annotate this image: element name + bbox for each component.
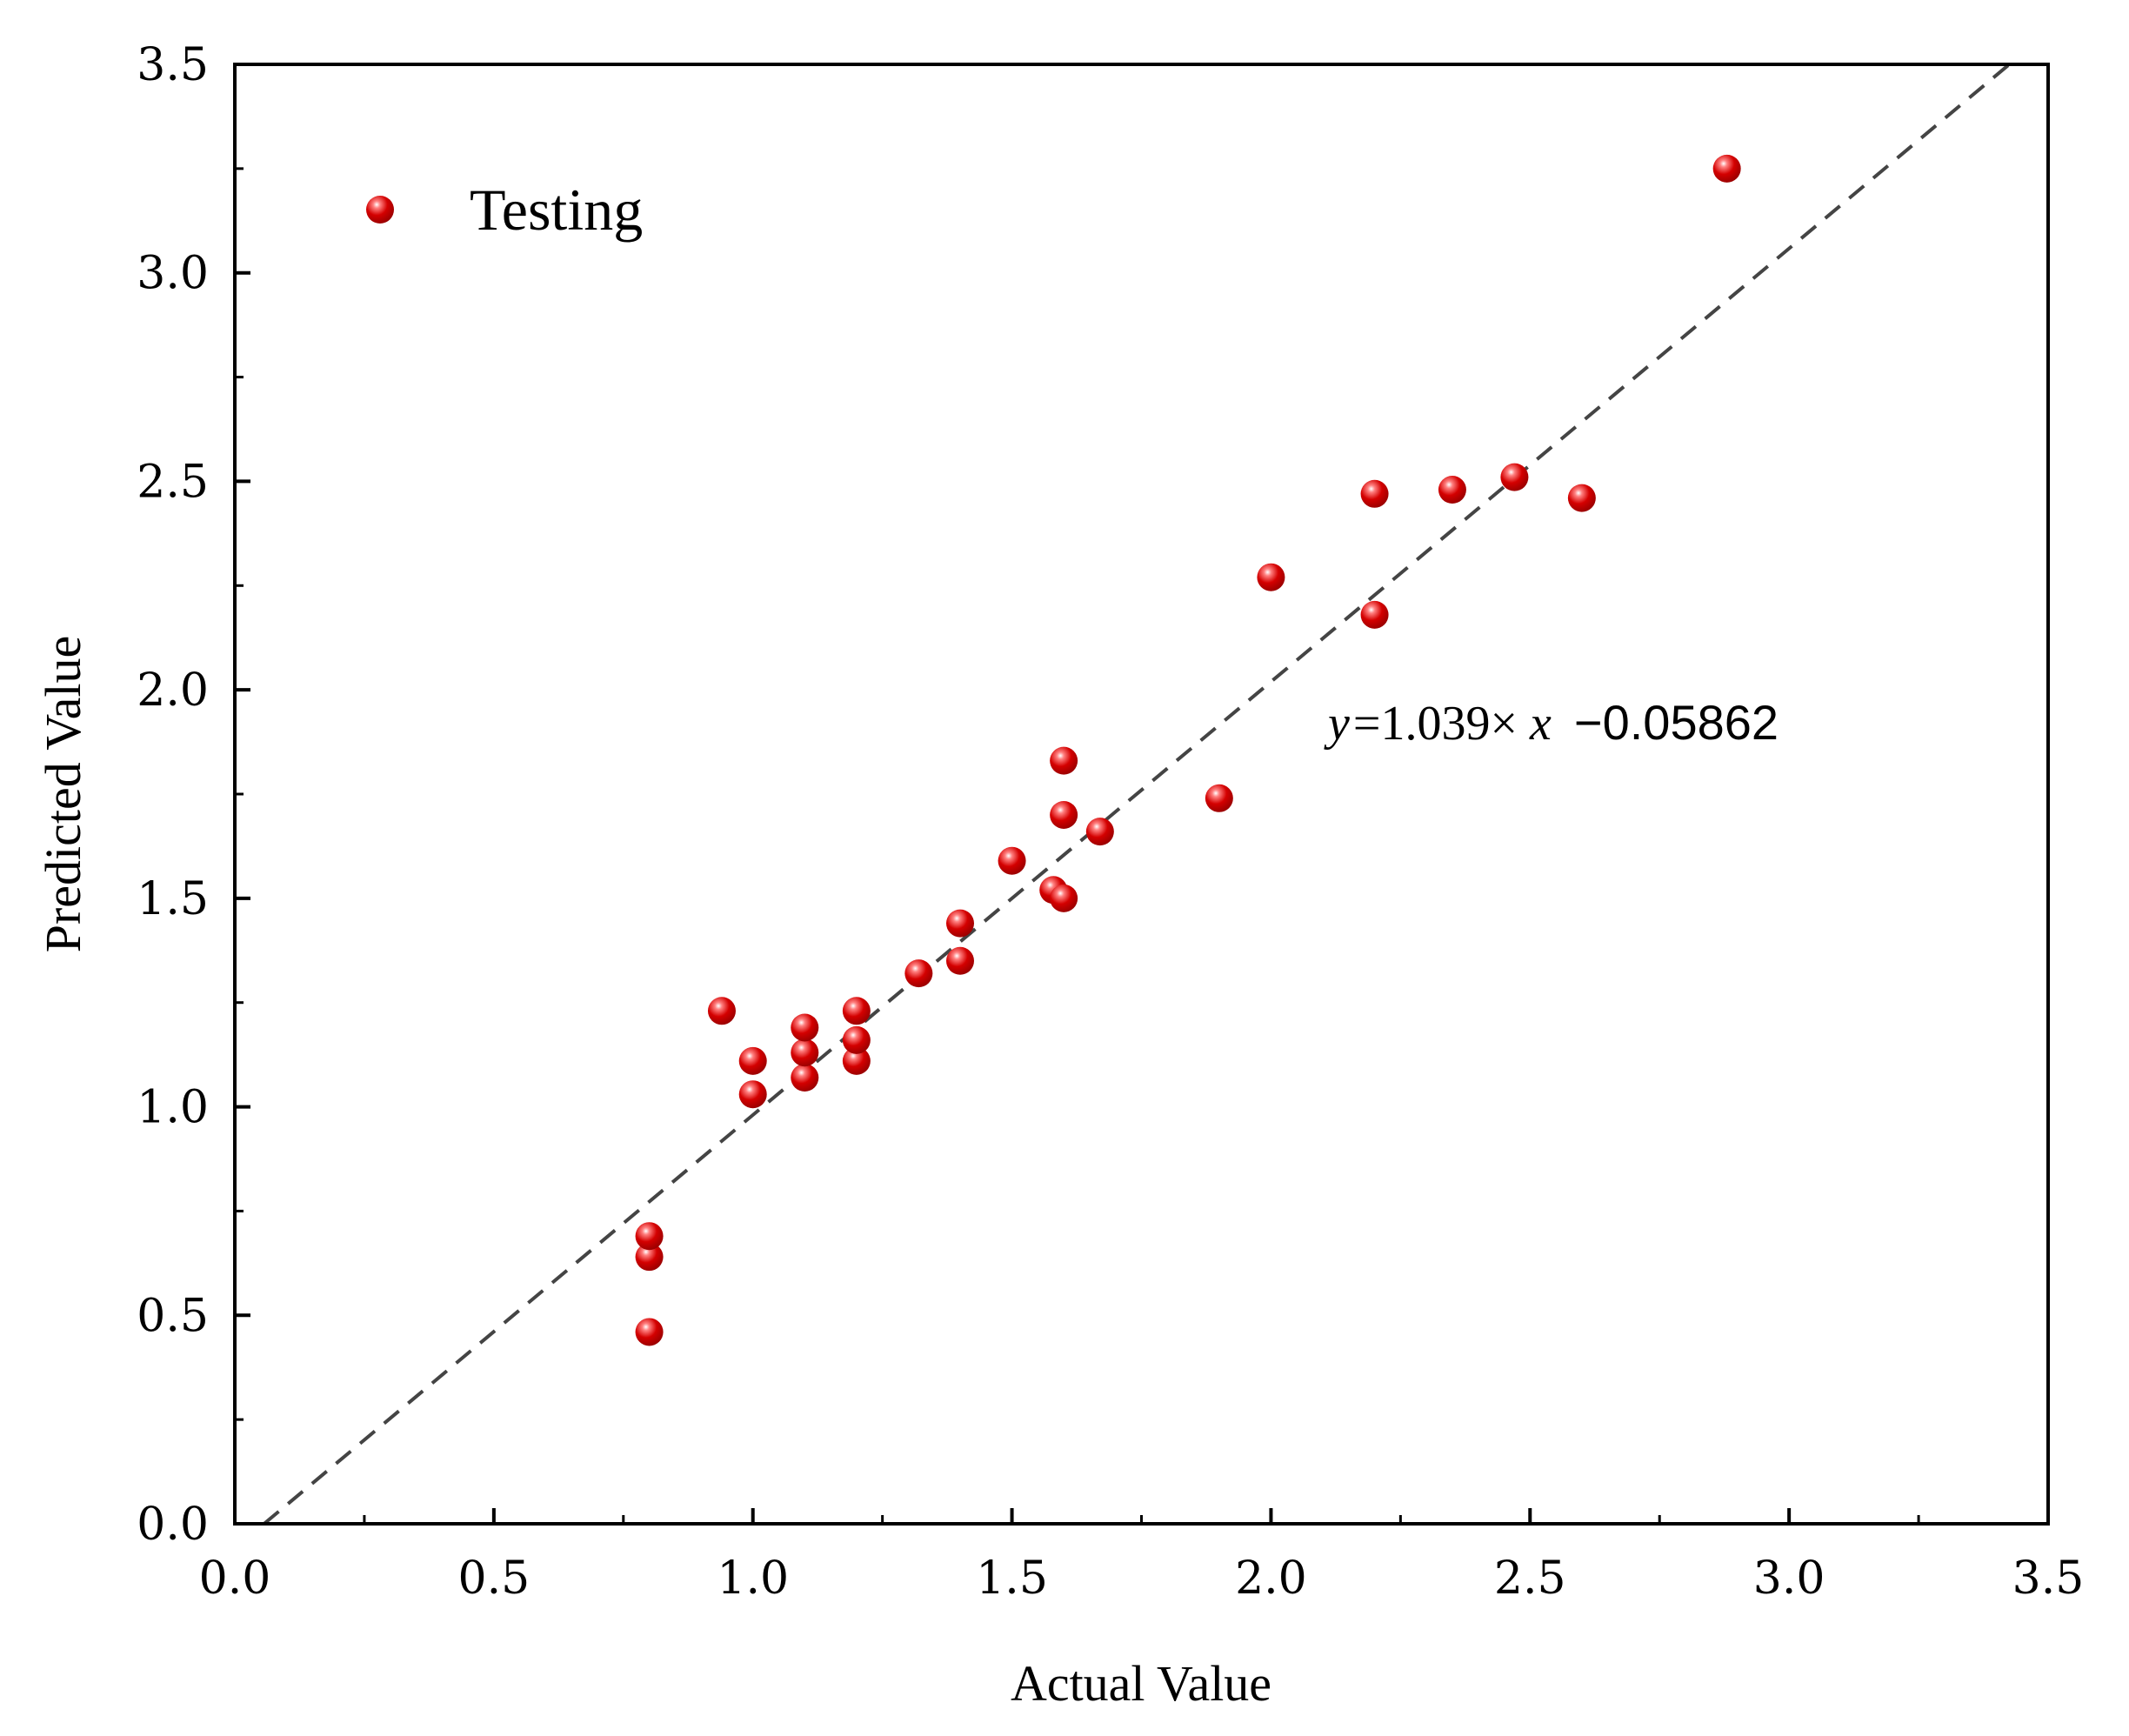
data-point bbox=[738, 1046, 767, 1075]
y-tick-label: 0.5 bbox=[137, 1290, 209, 1342]
data-point bbox=[1205, 784, 1233, 812]
fit-equation-x: x bbox=[1529, 697, 1552, 751]
data-point bbox=[635, 1222, 664, 1251]
data-point bbox=[842, 997, 871, 1025]
data-point bbox=[1050, 746, 1078, 775]
fit-line bbox=[263, 63, 2011, 1526]
data-point bbox=[946, 946, 974, 975]
fit-equation: y =1.039× x −0.05862 bbox=[1324, 695, 1779, 751]
data-point bbox=[1360, 479, 1389, 508]
y-tick-label: 3.0 bbox=[137, 248, 209, 300]
x-tick-label: 3.5 bbox=[2012, 1552, 2085, 1605]
x-tick-label: 0.0 bbox=[199, 1552, 271, 1605]
data-point bbox=[1050, 884, 1078, 912]
y-tick-label: 2.0 bbox=[137, 664, 209, 717]
y-tick-label: 0.0 bbox=[137, 1499, 209, 1551]
legend-marker bbox=[366, 196, 394, 224]
y-axis-title: Predicted Value bbox=[35, 636, 91, 953]
data-point bbox=[1438, 476, 1466, 504]
data-point bbox=[791, 1038, 819, 1067]
legend: Testing bbox=[366, 177, 643, 243]
data-point bbox=[1360, 600, 1389, 629]
data-point bbox=[842, 1025, 871, 1054]
data-point bbox=[635, 1243, 664, 1272]
data-point bbox=[1257, 563, 1285, 591]
fit-equation-y: y bbox=[1324, 697, 1350, 751]
data-point bbox=[1712, 154, 1741, 183]
data-point bbox=[791, 1064, 819, 1092]
fit-equation-intercept: −0.05862 bbox=[1574, 695, 1779, 750]
x-tick-label: 3.0 bbox=[1753, 1552, 1825, 1605]
x-tick-label: 1.0 bbox=[717, 1552, 789, 1605]
data-point bbox=[998, 846, 1026, 875]
data-point bbox=[1500, 463, 1529, 491]
x-tick-label: 2.5 bbox=[1494, 1552, 1566, 1605]
data-point bbox=[791, 1013, 819, 1042]
x-tick-label: 2.0 bbox=[1235, 1552, 1307, 1605]
data-point bbox=[1050, 800, 1078, 829]
y-tick-label: 1.0 bbox=[137, 1082, 209, 1134]
data-point bbox=[904, 959, 933, 988]
plot-frame bbox=[233, 63, 2050, 1526]
x-axis-title: Actual Value bbox=[1011, 1655, 1271, 1712]
fit-equation-coef: =1.039× bbox=[1353, 697, 1518, 751]
data-point bbox=[1567, 484, 1596, 512]
x-tick-label: 0.5 bbox=[458, 1552, 531, 1605]
data-point bbox=[738, 1080, 767, 1109]
data-point bbox=[946, 909, 974, 938]
y-tick-label: 3.5 bbox=[137, 39, 209, 91]
x-tick-label: 1.5 bbox=[976, 1552, 1048, 1605]
legend-label: Testing bbox=[470, 177, 643, 243]
y-tick-label: 1.5 bbox=[137, 873, 209, 925]
y-tick-label: 2.5 bbox=[137, 456, 209, 508]
data-point bbox=[1085, 818, 1114, 846]
data-point bbox=[635, 1318, 664, 1346]
data-point bbox=[707, 997, 736, 1025]
data-point bbox=[842, 1046, 871, 1075]
